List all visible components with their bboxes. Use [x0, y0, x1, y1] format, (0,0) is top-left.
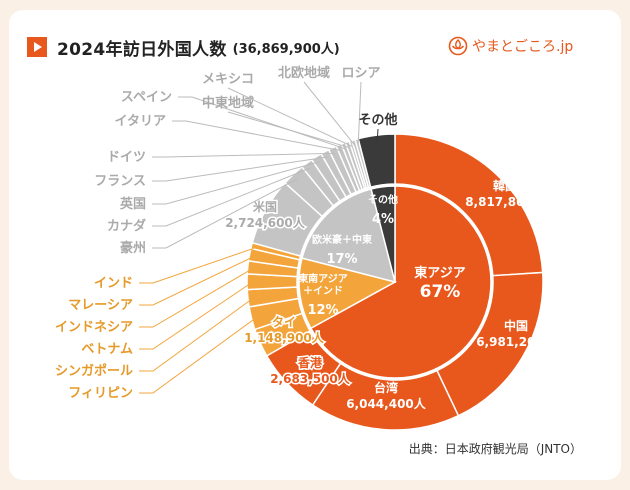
callout-label-1: マレーシア	[68, 298, 133, 313]
outer-name-item-2: 台湾	[374, 380, 398, 395]
callout-line-7	[152, 167, 311, 227]
callout-line-2	[139, 267, 254, 328]
inner-label-0: 東アジア	[414, 265, 465, 281]
brand-logo[interactable]: やまとごころ.jp	[448, 36, 573, 56]
callout-line-5	[139, 316, 258, 394]
inner-label-1: 東南アジア＋インド	[298, 272, 348, 297]
outer-slice-23	[357, 133, 396, 188]
inner-percent-2: 17%	[326, 252, 357, 267]
callout-line-1	[139, 255, 256, 306]
callout-line-8	[152, 161, 320, 205]
outer-value-1: 6,981,200人	[476, 334, 557, 349]
chart-title: 2024年訪日外国人数	[57, 39, 227, 60]
outer-name-item-3: 香港	[297, 355, 323, 370]
inner-slice-1	[298, 257, 398, 330]
callout-line-6	[152, 178, 298, 249]
callout-label-10: ドイツ	[107, 150, 146, 165]
callout-label-5: フィリピン	[68, 386, 133, 401]
inner-slice-0	[309, 185, 492, 379]
play-icon	[27, 37, 47, 57]
callout-label-6: 豪州	[120, 240, 146, 256]
callout-label-15: 北欧地域	[278, 65, 330, 81]
outer-name-item-1: 中国	[504, 318, 528, 333]
inner-percent-0: 67%	[420, 282, 461, 302]
inner-slice-2	[301, 188, 397, 284]
callout-label-9: フランス	[94, 174, 146, 189]
callout-label-13: 中東地域	[202, 95, 254, 111]
callout-line-4	[139, 297, 255, 372]
callout-label-11: イタリア	[115, 114, 166, 129]
outer-name-item-4: タイ	[272, 315, 296, 329]
outer-value-3: 2,683,500人	[270, 371, 351, 386]
callout-line-11	[172, 120, 342, 152]
callout-label-3: ベトナム	[81, 342, 133, 357]
callout-line-17	[376, 128, 379, 142]
outer-value-0: 8,817,800人	[465, 194, 546, 209]
title-row: 2024年訪日外国人数 (36,869,900人)	[27, 34, 340, 60]
callout-label-16: ロシア	[341, 66, 380, 81]
chart-total: (36,869,900人)	[232, 41, 340, 57]
outer-value-11: 2,724,600人	[225, 215, 306, 230]
callout-line-13	[227, 111, 350, 149]
callout-label-8: 英国	[119, 196, 146, 212]
callout-line-3	[139, 281, 254, 350]
inner-percent-3: 4%	[372, 212, 394, 227]
outer-value-2: 6,044,400人	[346, 396, 427, 411]
inner-percent-1: 12%	[307, 303, 338, 318]
callout-label-17: その他	[358, 112, 397, 128]
callout-line-14	[227, 87, 353, 148]
brand-name: やまとごころ.jp	[472, 39, 574, 55]
callout-line-0	[139, 246, 258, 284]
callout-line-16	[357, 81, 362, 145]
callout-label-14: メキシコ	[202, 72, 254, 87]
inner-label-2: 欧米豪＋中東	[312, 233, 372, 246]
callout-line-10	[152, 152, 335, 158]
outer-name-item-11: 米国	[253, 199, 277, 214]
source-note: 出典：日本政府観光局（JNTO）	[408, 442, 582, 456]
callout-label-0: インド	[94, 276, 133, 291]
callout-label-2: インドネシア	[55, 320, 133, 335]
callout-label-7: カナダ	[107, 218, 146, 234]
callout-line-9	[152, 156, 328, 182]
outer-name-item-0: 韓国	[493, 178, 517, 193]
outer-value-4: 1,148,900人	[244, 330, 325, 345]
inner-slice-3	[370, 185, 396, 283]
inner-label-3: その他	[368, 193, 398, 206]
callout-label-4: シンガポール	[55, 363, 133, 379]
callout-line-15	[303, 81, 356, 147]
brand-flower-icon	[448, 36, 468, 56]
callout-label-12: スペイン	[121, 90, 172, 105]
